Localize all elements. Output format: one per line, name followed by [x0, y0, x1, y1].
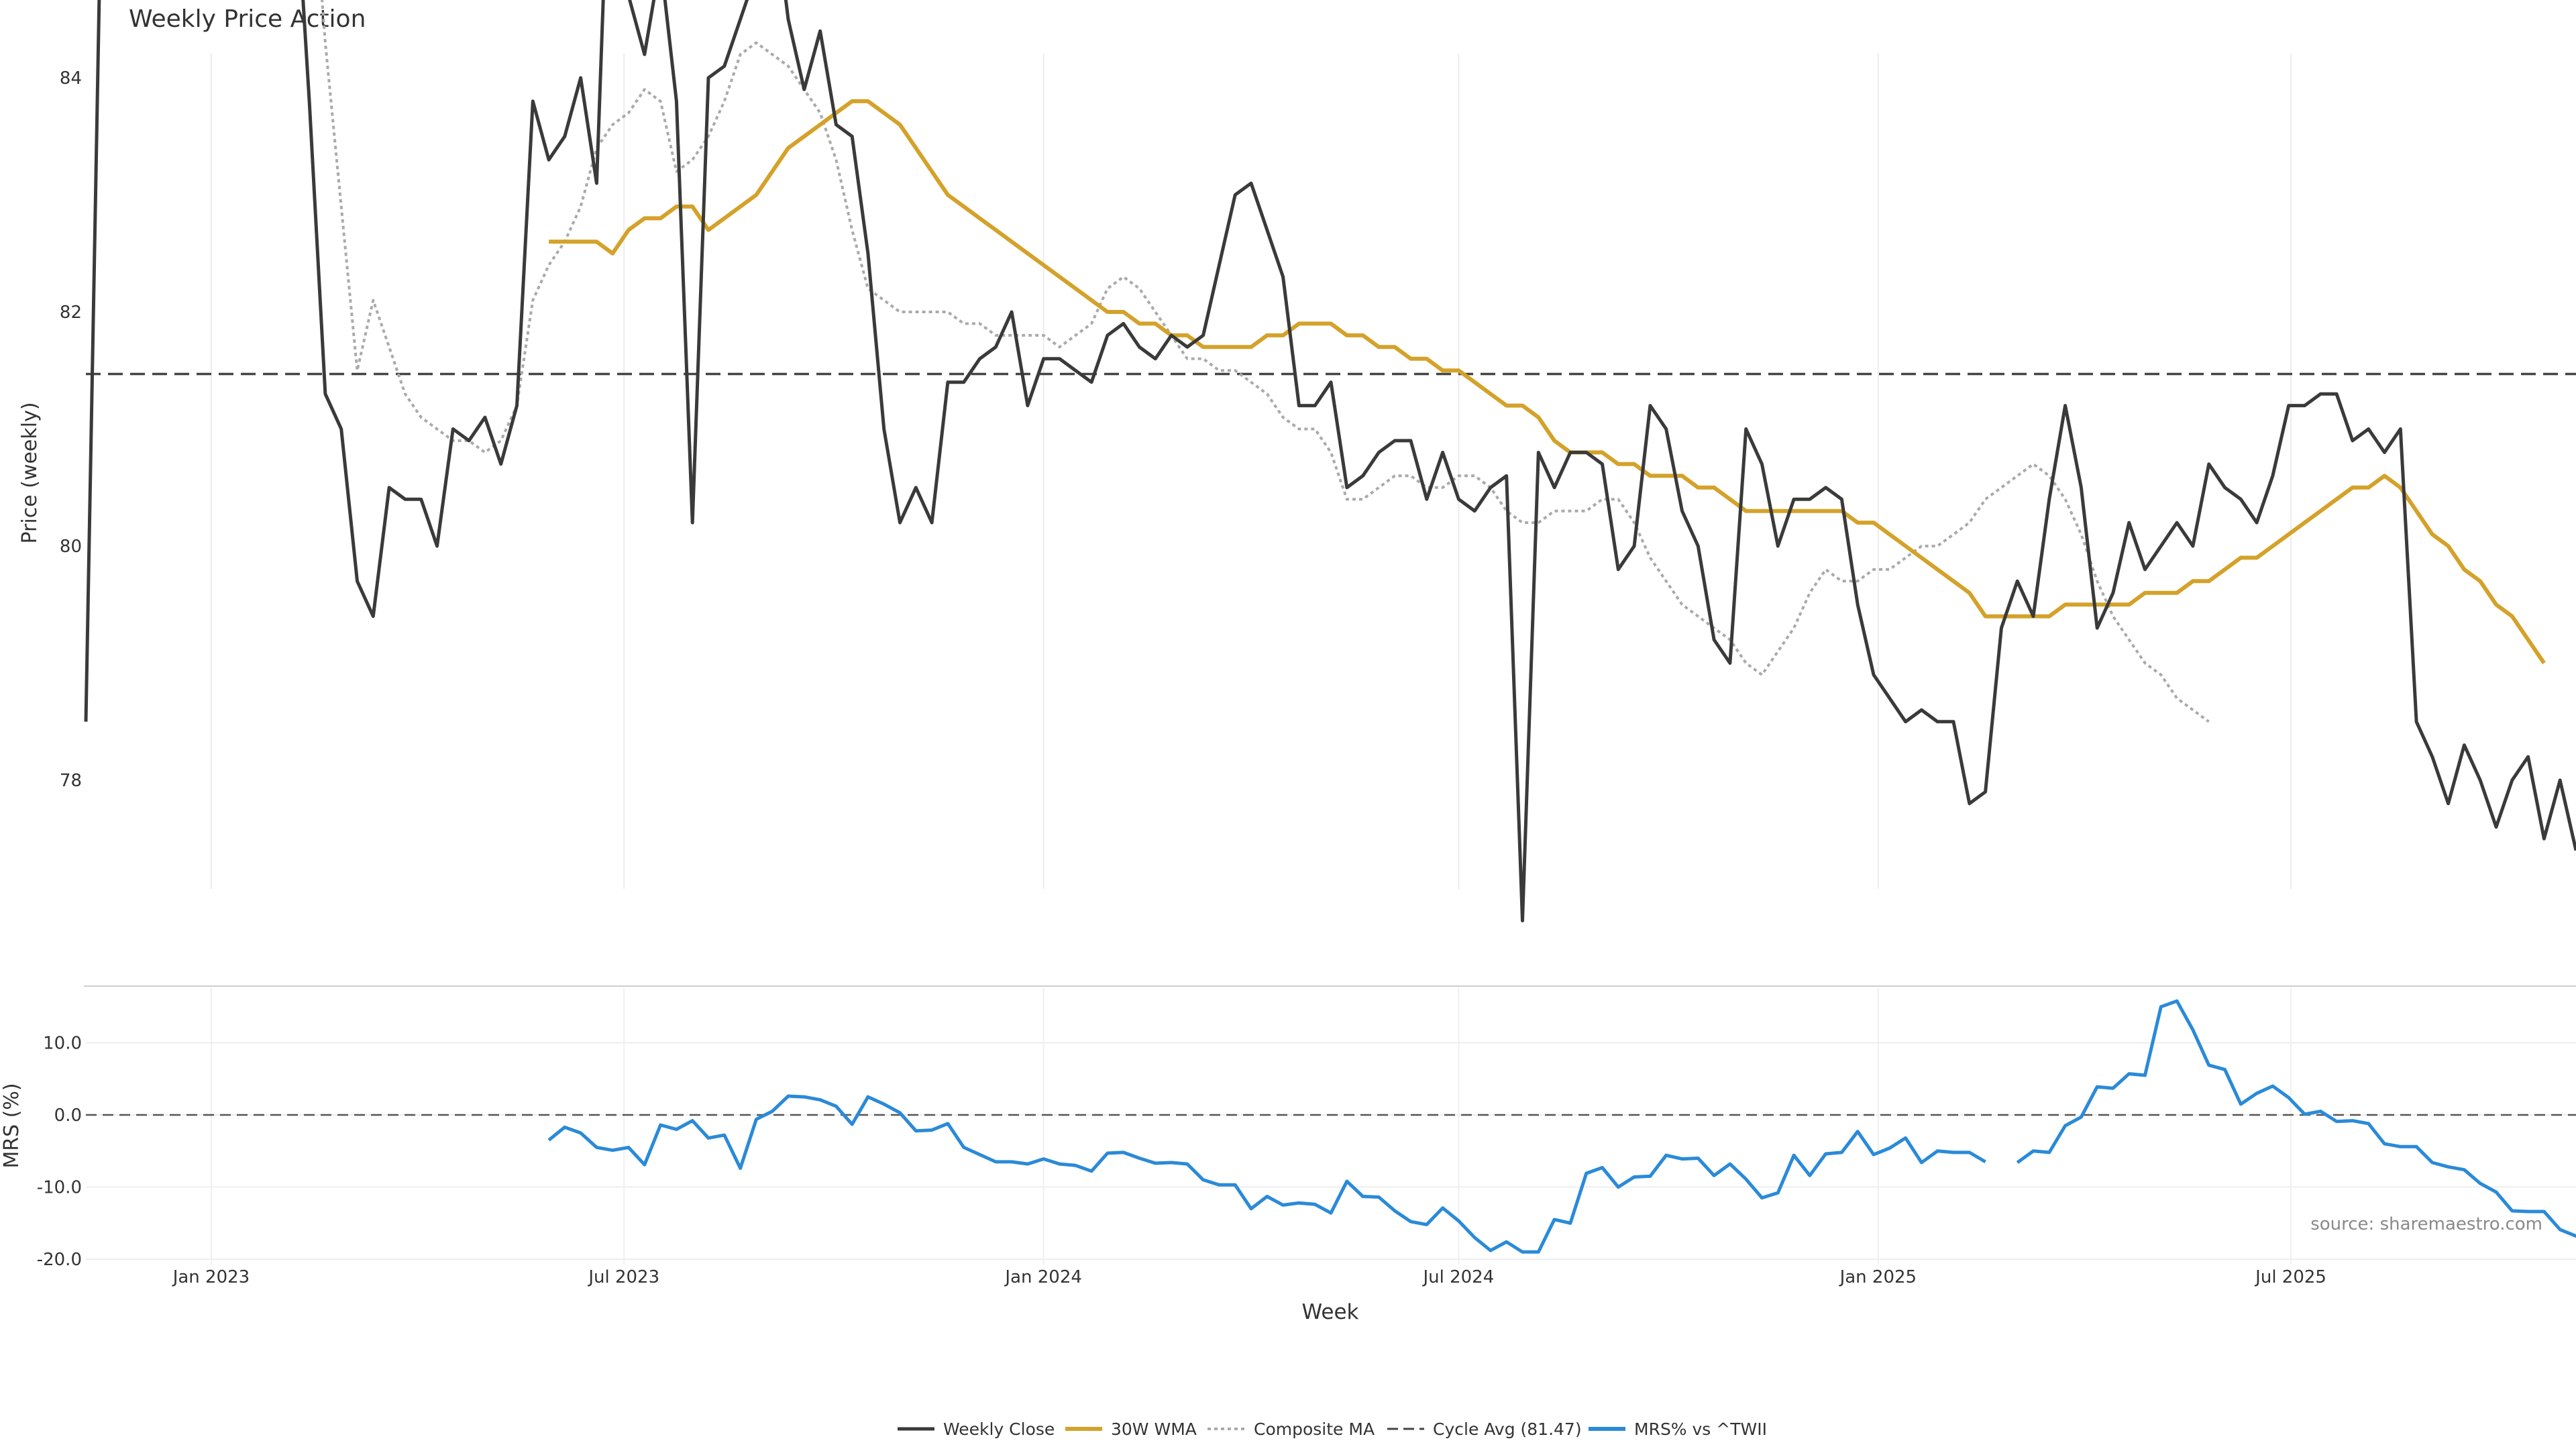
x-tick-label: Jan 2024 [1004, 1267, 1082, 1287]
mrs-y-ticks: -20.0 -10.0 0.0 10.0 [37, 1034, 82, 1271]
price-y-tick-label: 78 [60, 771, 82, 791]
legend-label-close: Weekly Close [943, 1419, 1055, 1439]
wma-30w-line [549, 99, 2546, 665]
weekly-close-line [84, 0, 2576, 922]
x-tick-label: Jan 2025 [1839, 1267, 1917, 1287]
mrs-grid [86, 987, 2576, 1265]
x-tick-label: Jul 2023 [587, 1267, 659, 1287]
x-tick-label: Jan 2023 [172, 1267, 250, 1287]
legend-label-wma: 30W WMA [1111, 1419, 1197, 1439]
price-vertical-grid [210, 54, 2292, 889]
mrs-y-tick-label: -10.0 [37, 1178, 82, 1198]
legend-label-mrs: MRS% vs ^TWII [1634, 1419, 1767, 1439]
mrs-line [547, 999, 2576, 1254]
x-axis-label: Week [1302, 1300, 1359, 1324]
mrs-y-tick-label: 0.0 [54, 1106, 82, 1126]
price-panel: 78808284868890 Price (weekly) [18, 0, 2576, 922]
legend-label-cycle: Cycle Avg (81.47) [1433, 1419, 1582, 1439]
x-tick-label: Jul 2024 [1421, 1267, 1494, 1287]
price-y-ticks: 78808284868890 [60, 68, 82, 791]
mrs-y-axis-label: MRS (%) [0, 1083, 23, 1168]
price-y-axis-label: Price (weekly) [18, 402, 42, 543]
mrs-y-tick-label: -20.0 [37, 1250, 82, 1270]
chart-title: Weekly Price Action [129, 5, 366, 33]
legend: Weekly Close 30W WMA Composite MA Cycle … [898, 1419, 1767, 1439]
mrs-panel: -20.0 -10.0 0.0 10.0 MRS (%) source: sharem… [0, 985, 2576, 1271]
composite-ma-line [321, 0, 2210, 723]
price-y-tick-label: 82 [60, 303, 82, 323]
price-y-tick-label: 80 [60, 537, 82, 557]
mrs-y-tick-label: 10.0 [43, 1034, 82, 1054]
source-note: source: sharemaestro.com [2310, 1214, 2542, 1234]
x-tick-label: Jul 2025 [2254, 1267, 2326, 1287]
price-y-tick-label: 84 [60, 68, 82, 89]
x-ticks: Jan 2023 Jul 2023 Jan 2024 Jul 2024 Jan 2025… [172, 1267, 2326, 1287]
legend-label-composite: Composite MA [1254, 1419, 1375, 1439]
